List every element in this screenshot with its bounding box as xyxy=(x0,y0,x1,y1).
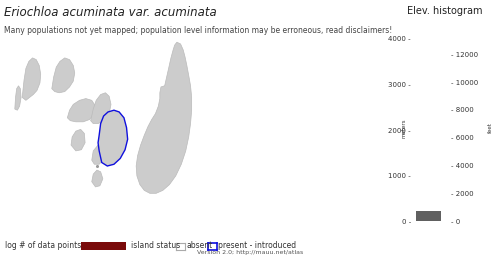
Polygon shape xyxy=(90,93,111,124)
Polygon shape xyxy=(71,129,85,151)
Polygon shape xyxy=(92,145,106,164)
Text: Many populations not yet mapped; population level information may be erroneous, : Many populations not yet mapped; populat… xyxy=(4,26,392,35)
Polygon shape xyxy=(52,58,74,93)
Bar xyxy=(416,211,440,221)
Text: Elev. histogram: Elev. histogram xyxy=(407,6,483,16)
Text: Eriochloa acuminata var. acuminata: Eriochloa acuminata var. acuminata xyxy=(4,6,217,19)
Text: meters: meters xyxy=(402,118,406,138)
Text: feet: feet xyxy=(488,123,492,133)
Polygon shape xyxy=(92,170,103,187)
Polygon shape xyxy=(22,58,40,100)
Text: log # of data points: log # of data points xyxy=(5,241,81,250)
Polygon shape xyxy=(68,99,96,122)
Text: Version 2.0; http://mauu.net/atlas: Version 2.0; http://mauu.net/atlas xyxy=(197,250,303,255)
Polygon shape xyxy=(15,86,21,110)
Text: absent: absent xyxy=(186,241,213,250)
Polygon shape xyxy=(136,42,192,193)
Polygon shape xyxy=(98,110,128,166)
Text: island status: island status xyxy=(131,241,180,250)
Text: present - introduced: present - introduced xyxy=(218,241,296,250)
